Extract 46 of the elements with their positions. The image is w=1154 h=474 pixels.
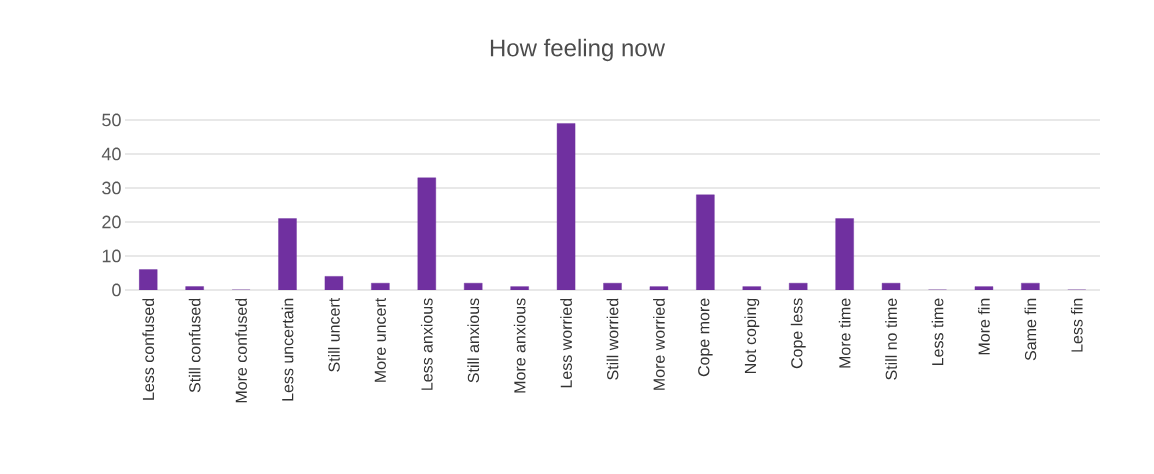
x-tick-label: Less anxious — [420, 298, 433, 390]
bar — [371, 283, 390, 290]
bar — [464, 283, 483, 290]
bar — [603, 283, 622, 290]
bar — [556, 123, 576, 290]
bar — [324, 276, 344, 290]
x-tick-label: Less time — [931, 298, 944, 365]
y-tick-label: 10 — [102, 249, 121, 263]
bar — [510, 286, 529, 290]
x-tick-label: More fin — [978, 298, 990, 355]
x-tick-label: Cope more — [698, 298, 713, 377]
bar — [649, 286, 669, 290]
bar — [789, 283, 808, 290]
x-tick-label: Still uncert — [328, 297, 340, 372]
x-tick-label: Still confused — [188, 298, 201, 393]
bar — [417, 177, 436, 290]
x-tick-label: Less confused — [142, 298, 155, 400]
x-tick-label: Still no time — [885, 298, 897, 380]
y-tick-label: 0 — [112, 283, 121, 297]
x-tick-label: Less fin — [1070, 298, 1083, 352]
y-tick-label: 30 — [102, 181, 121, 195]
x-tick-label: More uncert — [374, 297, 386, 382]
x-tick-label: Less worried — [560, 298, 572, 388]
bar — [881, 283, 901, 290]
bar — [278, 218, 297, 290]
y-tick-label: 40 — [101, 147, 121, 161]
x-tick-label: Cope less — [790, 298, 806, 369]
bar — [742, 286, 761, 290]
y-tick-label: 20 — [102, 215, 121, 229]
bar — [974, 286, 994, 290]
bar — [185, 286, 204, 290]
x-tick-label: More anxious — [513, 298, 526, 393]
bar — [1021, 283, 1040, 290]
x-tick-label: More worried — [653, 298, 665, 390]
x-tick-label: More confused — [235, 298, 247, 403]
x-tick-label: More time — [838, 298, 851, 368]
x-tick-label: Less uncertain — [281, 298, 294, 401]
x-tick-label: Not coping — [744, 298, 760, 373]
y-tick-label: 50 — [102, 113, 121, 127]
x-tick-label: Still worried — [606, 298, 619, 380]
x-tick-label: Same fin — [1024, 298, 1037, 361]
chart-title: How feeling now — [490, 38, 666, 62]
bar — [696, 194, 715, 290]
bar — [139, 269, 158, 290]
bar — [835, 218, 854, 290]
x-tick-label: Still anxious — [467, 298, 480, 383]
